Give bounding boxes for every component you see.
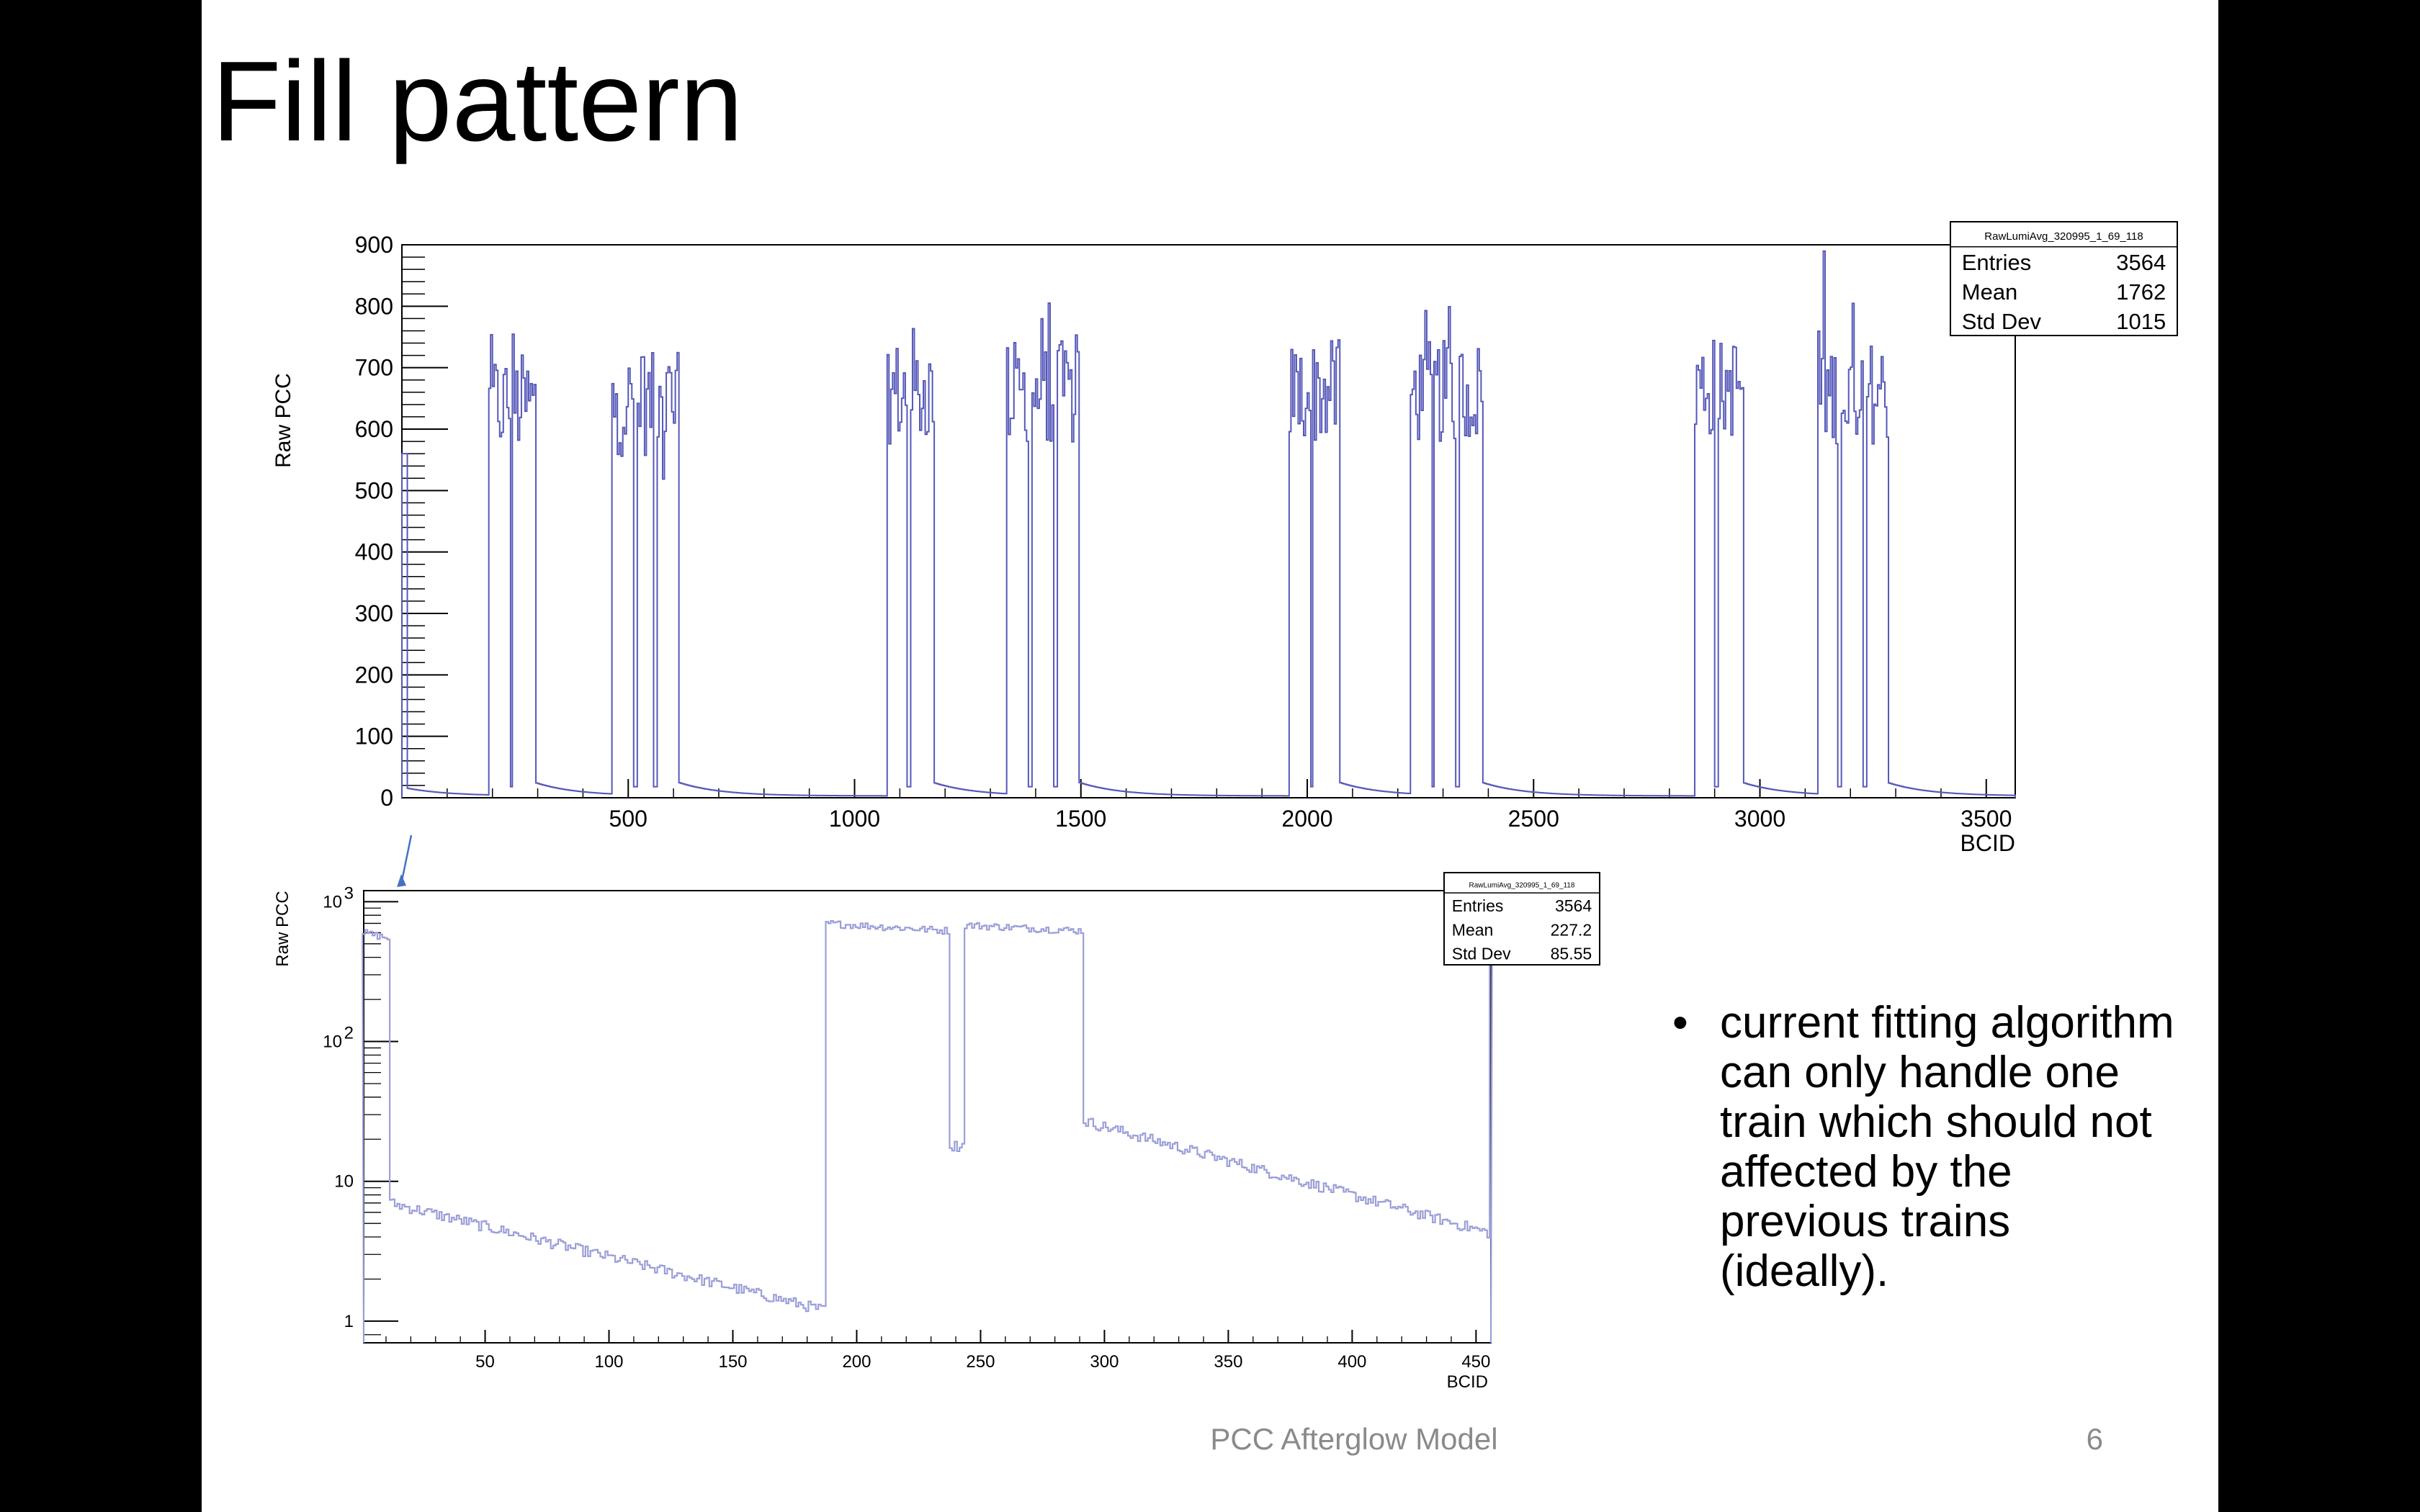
top-series-line <box>401 250 2016 798</box>
bottom-stats-label: Mean <box>1452 920 1494 939</box>
top-histogram: 0 100 200 300 400 500 600 700 800 900 500 1000 1500 2… <box>272 221 2178 887</box>
top-x-tick-label: 2000 <box>1281 806 1332 832</box>
bottom-x-tick-label: 450 <box>1461 1352 1490 1372</box>
slide: Fill pattern 0 100 200 300 400 500 600 700 800 90… <box>202 0 2218 1512</box>
top-y-tick-label: 200 <box>355 662 393 688</box>
bottom-y-tick-base: 10 <box>323 1032 342 1052</box>
top-stats-value: 3564 <box>2116 250 2166 275</box>
top-stats-value: 1015 <box>2116 309 2166 334</box>
bottom-x-tick-label: 350 <box>1214 1352 1242 1372</box>
top-stats-label: Std Dev <box>1962 309 2042 334</box>
bottom-stats-value: 227.2 <box>1551 920 1592 939</box>
top-stats-label: Mean <box>1962 279 2018 305</box>
bullet-dot: • <box>1672 998 1688 1048</box>
slide-title: Fill pattern <box>212 38 743 165</box>
bottom-y-tick-base: 10 <box>334 1172 354 1192</box>
bottom-y-tick-label: 10 <box>334 1172 354 1192</box>
top-x-tick-label: 3500 <box>1960 806 2012 832</box>
bottom-y-tick-base: 10 <box>323 892 342 912</box>
bottom-y-tick-exp: 3 <box>344 883 354 903</box>
bottom-y-tick-label: 10 3 <box>323 883 354 912</box>
top-y-axis-title: Raw PCC <box>272 373 295 468</box>
bottom-stats-box: RawLumiAvg_320995_1_69_118 Entries 3564 Mea… <box>1443 872 1600 966</box>
slide-footer: PCC Afterglow Model <box>1210 1422 1498 1456</box>
zoom-arrow-head <box>397 874 406 887</box>
bottom-x-tick-label: 150 <box>718 1352 747 1372</box>
bottom-stats-frame <box>1443 872 1600 966</box>
top-stats-frame <box>1950 221 2178 336</box>
bottom-y-tick-base: 1 <box>344 1312 354 1331</box>
bottom-x-tick-label: 400 <box>1337 1352 1366 1372</box>
top-y-tick-label: 0 <box>380 785 393 811</box>
bottom-stats-label: Entries <box>1452 896 1504 915</box>
top-y-tick-label: 900 <box>355 232 393 258</box>
top-x-tick-label: 2500 <box>1508 806 1559 832</box>
top-x-tick-label: 1000 <box>829 806 880 832</box>
bottom-stats-label: Std Dev <box>1452 945 1511 963</box>
zoom-arrow <box>400 834 413 885</box>
top-stats-name: RawLumiAvg_320995_1_69_118 <box>1984 230 2143 243</box>
bottom-x-tick-label: 200 <box>842 1352 871 1372</box>
bottom-x-axis-title: BCID <box>1447 1372 1488 1392</box>
bottom-stats-name: RawLumiAvg_320995_1_69_118 <box>1469 881 1575 889</box>
bottom-series-line <box>362 919 1493 1344</box>
bottom-x-tick-label: 100 <box>594 1352 623 1372</box>
bottom-y-tick-label: 1 <box>344 1312 354 1331</box>
bottom-stats-value: 3564 <box>1555 896 1592 915</box>
bottom-x-tick-label: 300 <box>1090 1352 1119 1372</box>
top-stats-label: Entries <box>1962 250 2031 275</box>
top-stats-box: RawLumiAvg_320995_1_69_118 Entries 3564 Mea… <box>1950 221 2178 336</box>
top-y-tick-label: 800 <box>355 293 393 319</box>
bullet-text: current fitting algorithm can only handl… <box>1720 998 2174 1296</box>
top-stats-value: 1762 <box>2116 279 2166 305</box>
top-y-tick-label: 600 <box>355 416 393 442</box>
bottom-y-axis-title: Raw PCC <box>273 891 292 966</box>
top-y-tick-label: 300 <box>355 600 393 626</box>
top-y-tick-label: 400 <box>355 539 393 565</box>
page-number: 6 <box>2086 1422 2103 1456</box>
top-x-axis-title: BCID <box>1960 830 2015 856</box>
top-y-tick-label: 700 <box>355 355 393 381</box>
top-x-tick-label: 3000 <box>1734 806 1785 832</box>
bottom-y-tick-exp: 2 <box>344 1024 354 1043</box>
bottom-stats-value: 85.55 <box>1551 945 1592 963</box>
top-x-tick-label: 1500 <box>1055 806 1106 832</box>
bottom-plot-frame <box>363 890 1492 1344</box>
top-x-tick-label: 500 <box>609 806 647 832</box>
bottom-y-tick-label: 10 2 <box>323 1024 354 1052</box>
top-y-tick-label: 500 <box>355 477 393 503</box>
top-y-tick-label: 100 <box>355 724 393 750</box>
bottom-x-tick-label: 50 <box>475 1352 495 1372</box>
bottom-x-tick-label: 250 <box>966 1352 995 1372</box>
